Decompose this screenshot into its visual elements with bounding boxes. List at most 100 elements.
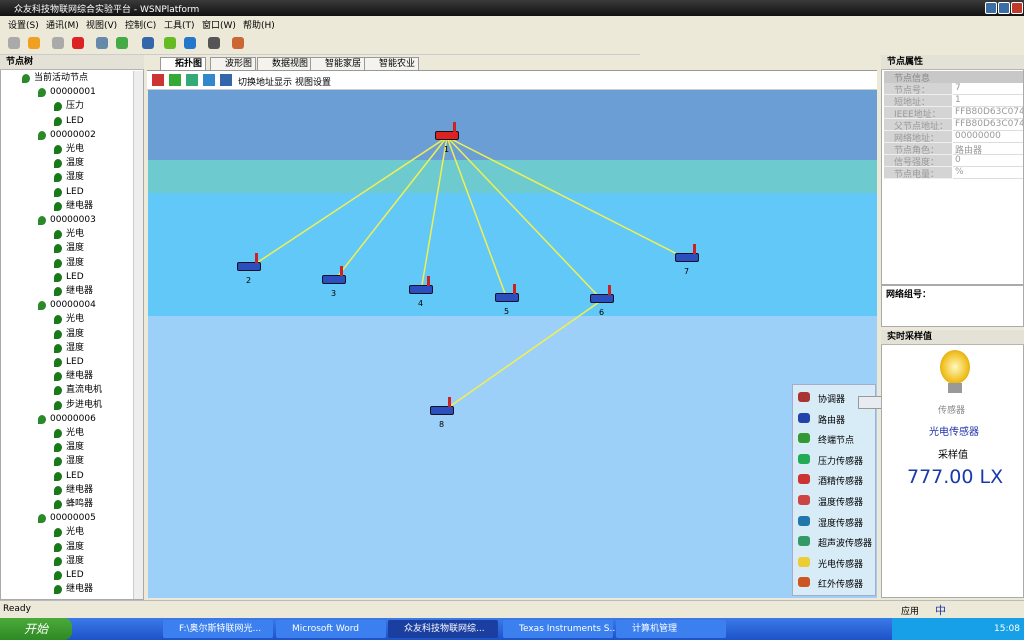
tree-node[interactable]: 00000005 [50,513,96,524]
tab[interactable]: 数据视图 [257,57,313,71]
tree-leaf[interactable]: 继电器 [66,286,94,296]
tree-leaf[interactable]: 温度 [66,442,85,453]
toolbar-button[interactable] [52,37,64,49]
tab[interactable]: 波形图 [210,57,257,71]
view-tool-text[interactable]: 切换地址显示 [238,78,293,88]
tree-leaf[interactable]: 湿度 [66,342,85,353]
tree-leaf[interactable]: LED [66,570,84,580]
toolbar-button[interactable] [184,37,196,49]
menu-item[interactable]: 视图(V) [86,21,118,31]
tree-leaf[interactable]: 温度 [66,158,85,169]
window-button[interactable] [1011,2,1023,14]
tree-leaf[interactable]: 蜂鸣器 [66,499,94,509]
tree-leaf[interactable]: 压力 [66,101,85,112]
tree-leaf[interactable]: 光电 [66,144,85,154]
tab[interactable]: 智能家居 [310,57,366,71]
legend-item[interactable]: 超声波传感器 [818,539,873,550]
tree-node[interactable]: 00000006 [50,413,96,424]
network-panel [881,285,1024,327]
window-button[interactable] [985,2,997,14]
legend-item[interactable]: 湿度传感器 [818,518,864,529]
tree-leaf[interactable]: 温度 [66,541,85,552]
tray [892,618,1024,640]
tree-leaf[interactable]: 光电 [66,527,85,538]
legend-item[interactable]: 红外传感器 [818,580,864,591]
toolbar-button[interactable] [96,37,108,49]
task-button[interactable]: Texas Instruments S... [503,620,618,638]
tree-leaf[interactable]: 温度 [66,243,85,254]
task-button[interactable]: Microsoft Word [276,620,386,638]
view-tool[interactable] [220,74,232,86]
menu-item[interactable]: 工具(T) [164,21,195,31]
tree-leaf[interactable]: 步进电机 [66,399,103,410]
tree-root[interactable]: 当前活动节点 [34,73,89,83]
tree-leaf[interactable]: LED [66,470,84,481]
tree-leaf[interactable]: 温度 [66,328,85,339]
task-button[interactable]: F:\奥尔斯特联网光... [163,620,273,638]
toolbar-button[interactable] [28,37,40,49]
node-device[interactable] [322,275,346,284]
legend-item[interactable]: 温度传感器 [818,498,864,508]
tree-leaf[interactable]: 继电器 [66,200,94,211]
view-tool[interactable] [186,74,198,86]
toolbar-button[interactable] [232,37,244,49]
toolbar-button[interactable] [72,37,84,49]
tree-leaf[interactable]: LED [66,271,84,282]
node-device[interactable] [435,131,459,140]
menu-item[interactable]: 窗口(W) [202,21,236,31]
sample-faded: 传感器 [938,406,966,416]
node-device[interactable] [590,294,614,303]
view-tool[interactable] [152,74,164,86]
toolbar-button[interactable] [116,37,128,49]
node-device[interactable] [495,293,519,302]
toolbar-button[interactable] [208,37,220,49]
task-button[interactable]: 众友科技物联网综... [388,620,498,638]
tab[interactable]: 智能农业 [364,57,420,71]
tree-node[interactable]: 00000004 [50,300,96,311]
menu-item[interactable]: 控制(C) [125,21,157,31]
menu-item[interactable]: 帮助(H) [243,21,275,31]
node-device[interactable] [409,285,433,294]
tree-leaf[interactable]: 湿度 [66,555,85,566]
menu-item[interactable]: 设置(S) [8,21,39,31]
legend-item[interactable]: 终端节点 [818,436,855,447]
view-tool[interactable] [169,74,181,86]
legend-item[interactable]: 协调器 [818,395,846,405]
tree-leaf[interactable]: 光电 [66,314,85,325]
tree-leaf[interactable]: LED [66,186,84,197]
legend-item[interactable]: 光电传感器 [818,559,864,570]
legend-item[interactable]: 压力传感器 [818,456,864,467]
tree-leaf[interactable]: 继电器 [66,484,94,495]
tree-node[interactable]: 00000003 [50,215,96,225]
start-button[interactable]: 开始 [0,618,72,640]
legend-item[interactable]: 路由器 [818,415,846,426]
tree-leaf[interactable]: 直流电机 [66,385,103,396]
legend-item[interactable]: 酒精传感器 [818,477,864,488]
task-button[interactable]: 计算机管理 [616,620,726,638]
toolbar-button[interactable] [164,37,176,49]
tree-leaf[interactable]: 湿度 [66,456,85,467]
tab[interactable]: 拓扑图 [160,57,207,71]
property-value: FFB80D63C074020 [953,107,1023,119]
node-device[interactable] [675,253,699,262]
tree-leaf[interactable]: 继电器 [66,584,94,595]
toolbar-button[interactable] [142,37,154,49]
tree-leaf[interactable]: 光电 [66,229,85,240]
window-button[interactable] [998,2,1010,14]
tree-leaf[interactable]: 继电器 [66,371,94,382]
tree-leaf[interactable]: LED [66,115,84,126]
node-device[interactable] [237,262,261,271]
toolbar-button[interactable] [8,37,20,49]
tree-leaf[interactable]: LED [66,357,84,367]
tree-node[interactable]: 00000001 [50,87,96,98]
menu-item[interactable]: 通讯(M) [46,21,79,31]
view-tool-text[interactable]: 视图设置 [295,78,332,88]
status-ime[interactable]: 中 [935,604,946,617]
view-toolbar [147,71,877,90]
node-device[interactable] [430,406,454,415]
tree-leaf[interactable]: 光电 [66,428,85,438]
tree-leaf[interactable]: 湿度 [66,257,85,268]
view-tool[interactable] [203,74,215,86]
tree-node[interactable]: 00000002 [50,129,96,140]
tree-leaf[interactable]: 湿度 [66,172,85,183]
